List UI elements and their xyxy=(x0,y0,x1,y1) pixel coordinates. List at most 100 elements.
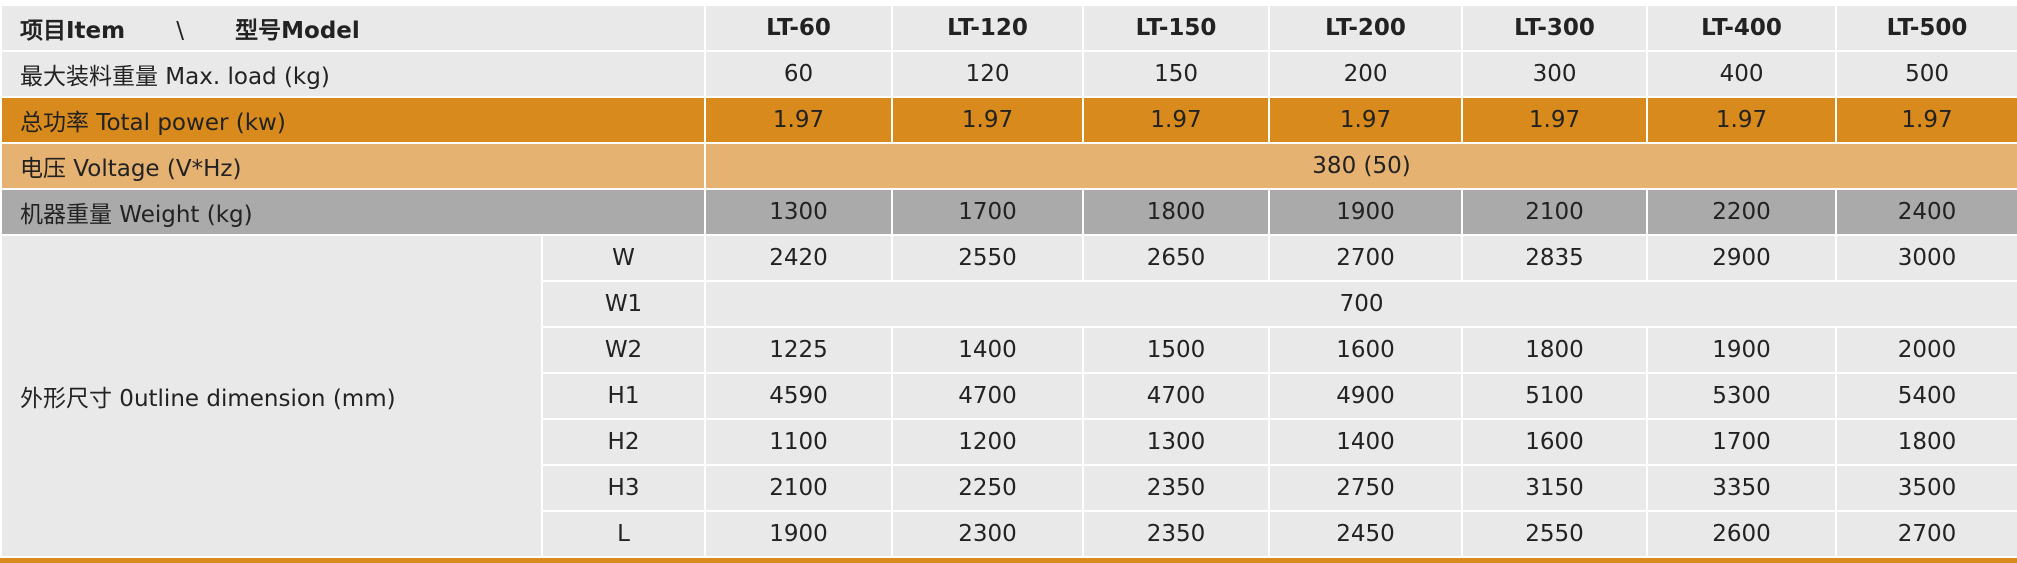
value-cell: 700 xyxy=(704,280,2017,328)
value-cell: 2750 xyxy=(1268,464,1464,512)
value-cell: 1100 xyxy=(704,418,894,466)
value-cell: 1.97 xyxy=(704,96,894,144)
value-cell: 4590 xyxy=(704,372,894,420)
value-cell: 5400 xyxy=(1835,372,2017,420)
value-cell: 3350 xyxy=(1646,464,1838,512)
value-cell: 2600 xyxy=(1646,510,1838,558)
value-cell: 2100 xyxy=(704,464,894,512)
header-cell: 项目Item \ 型号Model xyxy=(0,4,707,52)
value-cell: 1700 xyxy=(1646,418,1838,466)
value-cell: 2350 xyxy=(1082,464,1271,512)
value-cell: 2900 xyxy=(1646,234,1838,282)
dimension-row: H3 2100 2250 2350 2750 3150 3350 3500 xyxy=(1,464,2017,512)
dimension-row: H2 1100 1200 1300 1400 1600 1700 1800 xyxy=(1,418,2017,466)
value-cell: 1700 xyxy=(891,188,1085,236)
value-cell: 3000 xyxy=(1835,234,2017,282)
value-cell: 120 xyxy=(891,50,1085,98)
dimension-name: H2 xyxy=(540,418,707,466)
row-label: 总功率 Total power (kw) xyxy=(0,96,707,144)
value-cell: 2000 xyxy=(1835,326,2017,374)
model-header: LT-150 xyxy=(1082,4,1271,52)
value-cell: 1.97 xyxy=(1268,96,1464,144)
value-cell: 2550 xyxy=(891,234,1085,282)
value-cell: 60 xyxy=(704,50,894,98)
value-cell: 2400 xyxy=(1835,188,2017,236)
value-cell: 1900 xyxy=(704,510,894,558)
value-cell: 5100 xyxy=(1461,372,1649,420)
row: 机器重量 Weight (kg) 1300 1700 1800 1900 2100 2200… xyxy=(0,188,2017,236)
value-cell: 1800 xyxy=(1835,418,2017,466)
spec-table-wrap: 项目Item \ 型号Model LT-60 LT-120 LT-150 LT-200 LT… xyxy=(0,4,2017,563)
value-cell: 1600 xyxy=(1461,418,1649,466)
value-cell: 1.97 xyxy=(1082,96,1271,144)
table-body: 项目Item \ 型号Model LT-60 LT-120 LT-150 LT-200 LT… xyxy=(0,4,2017,558)
value-cell: 2650 xyxy=(1082,234,1271,282)
value-cell: 4700 xyxy=(1082,372,1271,420)
value-cell: 1900 xyxy=(1646,326,1838,374)
value-cell: 400 xyxy=(1646,50,1838,98)
value-cell: 1.97 xyxy=(1646,96,1838,144)
dimension-row: L 1900 2300 2350 2450 2550 2600 2700 xyxy=(1,510,2017,558)
value-cell: 1600 xyxy=(1268,326,1464,374)
value-cell: 1.97 xyxy=(1461,96,1649,144)
value-cell: 3150 xyxy=(1461,464,1649,512)
value-cell: 1225 xyxy=(704,326,894,374)
dimension-row: 外形尺寸 0utline dimension (mm) W 2420 2550 2650… xyxy=(0,234,2017,558)
value-cell: 2200 xyxy=(1646,188,1838,236)
dimension-row: H1 4590 4700 4700 4900 5100 5300 5400 xyxy=(1,372,2017,420)
row-label: 电压 Voltage (V*Hz) xyxy=(0,142,707,190)
model-header: LT-300 xyxy=(1461,4,1649,52)
value-cell: 4700 xyxy=(891,372,1085,420)
dimension-name: W xyxy=(540,234,707,282)
value-cell: 1.97 xyxy=(891,96,1085,144)
value-cell: 1400 xyxy=(891,326,1085,374)
value-cell: 1.97 xyxy=(1835,96,2017,144)
model-label: 型号Model xyxy=(235,18,360,44)
value-cell: 1800 xyxy=(1082,188,1271,236)
dimension-name: W2 xyxy=(540,326,707,374)
value-cell: 300 xyxy=(1461,50,1649,98)
value-cell: 1300 xyxy=(1082,418,1271,466)
value-cell: 5300 xyxy=(1646,372,1838,420)
value-cell: 500 xyxy=(1835,50,2017,98)
value-cell: 200 xyxy=(1268,50,1464,98)
value-cell: 2300 xyxy=(891,510,1085,558)
model-header: LT-60 xyxy=(704,4,894,52)
value-cell: 2420 xyxy=(704,234,894,282)
dimension-row: W1 700 xyxy=(1,280,2017,328)
row-label: 最大装料重量 Max. load (kg) xyxy=(0,50,707,98)
value-cell: 2700 xyxy=(1268,234,1464,282)
dimension-name: L xyxy=(540,510,707,558)
value-cell: 2450 xyxy=(1268,510,1464,558)
row: 总功率 Total power (kw) 1.97 1.97 1.97 1.97 1.97… xyxy=(0,96,2017,144)
value-cell: 4900 xyxy=(1268,372,1464,420)
row: 电压 Voltage (V*Hz) 380 (50) xyxy=(0,142,2017,190)
spec-table: 项目Item \ 型号Model LT-60 LT-120 LT-150 LT-200 LT… xyxy=(0,4,2017,558)
value-cell: 1500 xyxy=(1082,326,1271,374)
dimension-name: H1 xyxy=(540,372,707,420)
dimension-row: W2 1225 1400 1500 1600 1800 1900 2000 xyxy=(1,326,2017,374)
header-row: 项目Item \ 型号Model LT-60 LT-120 LT-150 LT-200 LT… xyxy=(0,4,2017,52)
value-cell: 1800 xyxy=(1461,326,1649,374)
value-cell: 2250 xyxy=(891,464,1085,512)
value-cell: 2835 xyxy=(1461,234,1649,282)
model-header: LT-120 xyxy=(891,4,1085,52)
value-cell: 1200 xyxy=(891,418,1085,466)
value-cell: 150 xyxy=(1082,50,1271,98)
model-header: LT-400 xyxy=(1646,4,1838,52)
value-cell: 2700 xyxy=(1835,510,2017,558)
value-cell: 1900 xyxy=(1268,188,1464,236)
value-cell: 1300 xyxy=(704,188,894,236)
value-cell: 1400 xyxy=(1268,418,1464,466)
value-cell: 2350 xyxy=(1082,510,1271,558)
model-header: LT-500 xyxy=(1835,4,2017,52)
model-header: LT-200 xyxy=(1268,4,1464,52)
item-label: 项目Item xyxy=(20,18,126,44)
row-label: 机器重量 Weight (kg) xyxy=(0,188,707,236)
value-cell: 2100 xyxy=(1461,188,1649,236)
value-cell: 380 (50) xyxy=(704,142,2017,190)
value-cell: 3500 xyxy=(1835,464,2017,512)
separator: \ xyxy=(176,18,184,44)
row: 最大装料重量 Max. load (kg) 60 120 150 200 300 400 50… xyxy=(0,50,2017,98)
